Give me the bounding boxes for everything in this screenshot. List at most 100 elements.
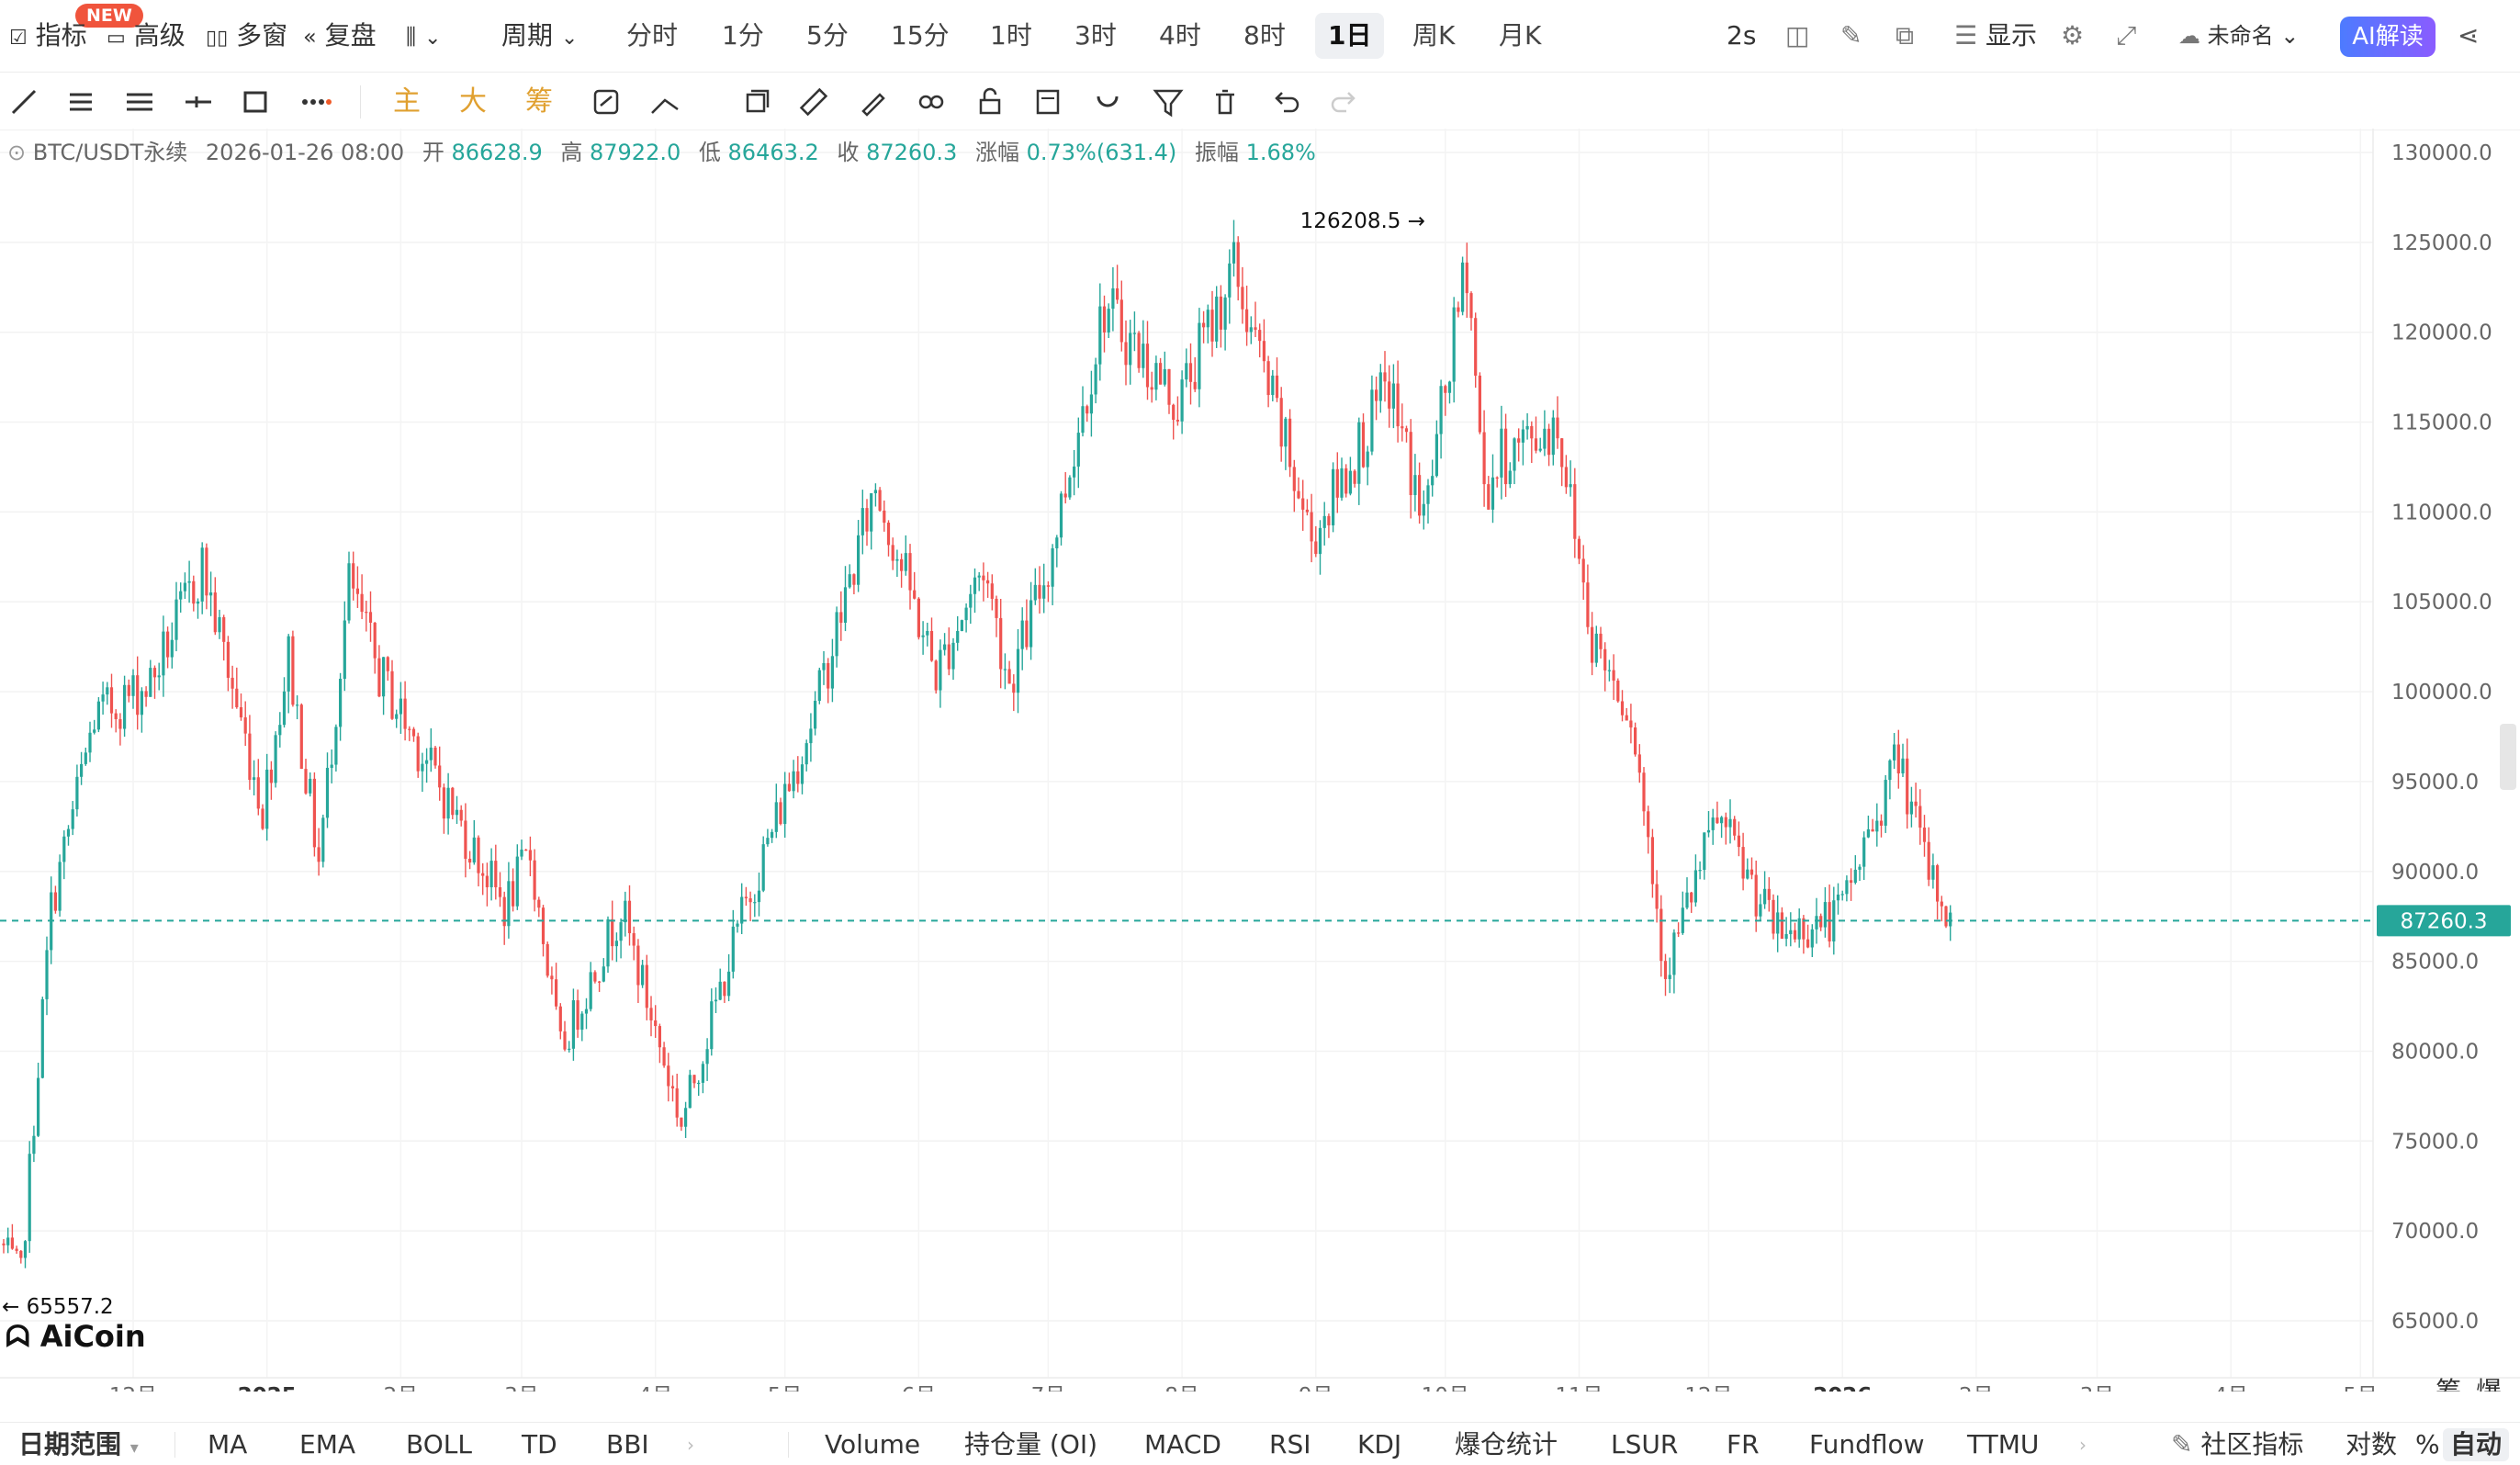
indicator-kdj[interactable]: KDJ [1357,1429,1402,1459]
period-3h[interactable]: 3时 [1074,20,1117,51]
candle [1650,837,1654,885]
chevron-right-icon[interactable]: › [2079,1434,2087,1456]
period-1m[interactable]: 1分 [722,20,764,51]
brush-icon[interactable] [854,84,891,120]
undo-icon[interactable] [1267,84,1304,120]
fullscreen-icon[interactable]: ⤢ [2116,20,2137,51]
trendline-icon[interactable] [6,84,42,120]
period-week[interactable]: 周K [1412,20,1456,51]
filter-icon[interactable] [1150,84,1187,120]
date-range-button[interactable]: 日期范围 ▾ [18,1428,139,1465]
candle [956,631,960,643]
indicators-button[interactable]: ☑ 指标 [9,13,87,59]
link-icon[interactable] [913,84,950,120]
chips-toggle[interactable]: 筹 [525,85,553,118]
period-1h[interactable]: 1时 [990,20,1032,51]
period-dropdown[interactable]: 周期 ⌄ [501,13,578,59]
candle [843,587,848,623]
multi-window-button[interactable]: ▯▯ 多窗 [206,13,287,59]
candle [256,777,260,809]
indicator-boll[interactable]: BOLL [406,1429,472,1459]
period-month[interactable]: 月K [1499,20,1542,51]
chevron-right-icon[interactable]: › [687,1434,694,1456]
sync-icon[interactable] [588,84,624,120]
layout-icon[interactable]: ⧉ [1896,20,1914,51]
candle [179,591,183,600]
rectangle-icon[interactable] [237,84,274,120]
percent-scale-toggle[interactable]: % [2415,1429,2440,1459]
candle [408,728,411,730]
period-tick[interactable]: 分时 [626,20,679,51]
candle [1581,558,1585,583]
display-button[interactable]: ☰ 显示 [1954,13,2037,59]
indicator-volume[interactable]: Volume [825,1429,921,1459]
candle [40,998,44,1078]
candle [1297,490,1300,499]
indicator-macd[interactable]: MACD [1144,1429,1221,1459]
horizontal-ray-icon[interactable] [180,84,217,120]
community-indicators-button[interactable]: ✎ 社区指标 [2171,1428,2303,1461]
more-tools-icon[interactable] [298,84,334,120]
indicator-fr[interactable]: FR [1727,1429,1760,1459]
advanced-button[interactable]: ▭ 高级 [107,13,186,59]
candle [1474,318,1478,376]
candle [1789,930,1793,935]
indicator-fundflow[interactable]: Fundflow [1809,1429,1925,1459]
candle [809,728,813,744]
candle [239,706,243,718]
copy-icon[interactable] [738,84,775,120]
x-tick-label: 2月 [1959,1384,1994,1392]
edit-note-icon[interactable] [1030,84,1067,120]
indicator-ttmu[interactable]: TTMU [1967,1429,2040,1459]
measure-icon[interactable] [647,84,683,120]
indicator-icon: ☑ [9,27,28,50]
indicator-liquidation[interactable]: 爆仓统计 [1455,1429,1558,1459]
candle [226,641,230,678]
chart-type-button[interactable]: ⫼ ⌄ [406,13,441,59]
candle [15,1248,18,1251]
candle [93,729,96,733]
camera-icon[interactable]: ◫ [1785,20,1810,51]
edit-icon: ✎ [2171,1429,2193,1459]
redo-icon[interactable] [1326,84,1363,120]
ruler-icon[interactable] [795,84,832,120]
indicator-ema[interactable]: EMA [299,1429,356,1459]
settings-icon[interactable]: ⚙ [2061,20,2085,51]
share-icon[interactable]: ⋖ [2458,20,2480,51]
candle [977,575,981,578]
parallel-lines-icon[interactable] [62,84,99,120]
replay-button[interactable]: « 复盘 [303,13,377,59]
trash-icon[interactable] [1207,84,1243,120]
candle [873,490,877,494]
indicator-oi[interactable]: 持仓量 (OI) [964,1429,1098,1459]
collapse-icon[interactable]: ⊙ [7,140,27,165]
period-8h[interactable]: 8时 [1243,20,1286,51]
candlestick-chart[interactable]: 130000.0 125000.0 120000.0 115000.0 110000.0… [0,129,2520,1392]
indicator-ma[interactable]: MA [208,1429,248,1459]
indicator-lsur[interactable]: LSUR [1611,1429,1679,1459]
period-4h[interactable]: 4时 [1159,20,1201,51]
price-scale-handle[interactable] [2500,724,2516,790]
main-chart-toggle[interactable]: 主 [393,85,421,118]
layout-name-dropdown[interactable]: ☁ 未命名 ⌄ [2178,13,2299,59]
candle [382,657,386,697]
magnet-icon[interactable] [1089,84,1126,120]
big-order-toggle[interactable]: 大 [459,85,487,118]
indicator-bbi[interactable]: BBI [606,1429,649,1459]
indicator-td[interactable]: TD [522,1429,557,1459]
pencil-icon[interactable]: ✎ [1840,20,1862,51]
candle [1767,888,1771,900]
horizontal-lines-icon[interactable] [121,84,158,120]
candle [1176,420,1179,422]
candle [1594,633,1598,663]
refresh-interval[interactable]: 2s [1727,20,1757,51]
lock-icon[interactable] [972,84,1008,120]
indicator-rsi[interactable]: RSI [1269,1429,1311,1459]
period-1d[interactable]: 1日 [1315,13,1385,59]
ai-analysis-button[interactable]: AI解读 [2340,17,2436,57]
auto-scale-toggle[interactable]: 自动 [2443,1428,2510,1461]
log-scale-toggle[interactable]: 对数 [2346,1429,2398,1459]
period-15m[interactable]: 15分 [891,20,950,51]
period-5m[interactable]: 5分 [806,20,849,51]
candle [792,771,795,792]
